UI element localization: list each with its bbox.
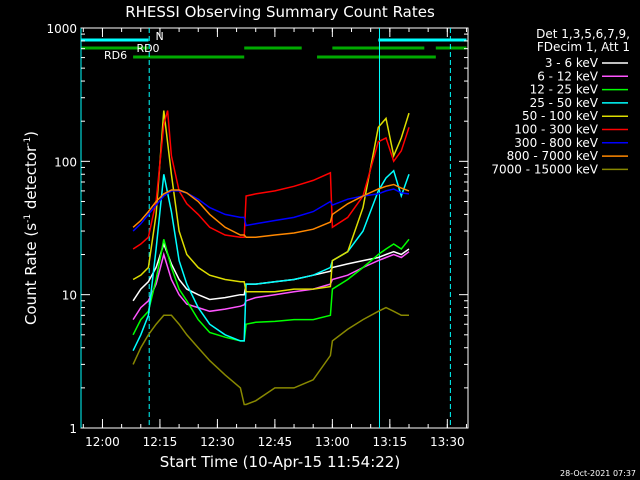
data-series: [132, 110, 410, 406]
legend-label-300-800-kev: 300 - 800 keV: [514, 136, 598, 150]
y-tick-label: 10: [62, 289, 77, 303]
y-axis-label-mid: detector: [22, 145, 40, 214]
legend-header-line-2: FDecim 1, Att 1: [537, 40, 630, 54]
y-tick-label: 1000: [46, 22, 77, 36]
x-tick-label: 12:45: [258, 435, 293, 449]
legend-label-50-100-kev: 50 - 100 keV: [522, 109, 599, 123]
legend-label-800-7000-kev: 800 - 7000 keV: [507, 149, 599, 163]
y-axis-label: Count Rate (s-1 detector-1): [22, 131, 40, 325]
legend: Det 1,3,5,6,7,9, FDecim 1, Att 1 3 - 6 k…: [491, 27, 630, 176]
y-axis-label-sup2: -1: [23, 137, 33, 146]
y-axis-label-end: ): [22, 131, 40, 137]
footer-timestamp: 28-Oct-2021 07:37: [560, 469, 636, 478]
y-axis-label-sup1: -1: [23, 214, 33, 223]
series-800-7000-kev: [132, 183, 410, 238]
series-300-800-kev: [132, 188, 410, 232]
series-12-25-kev: [132, 238, 410, 342]
plot-frame: [80, 27, 469, 429]
series-7000-15000-kev: [132, 306, 409, 406]
series-50-100-kev: [132, 110, 410, 293]
x-tick-label: 12:00: [85, 435, 120, 449]
x-tick-label: 13:15: [373, 435, 408, 449]
flag-label-rd0: RD0: [136, 42, 159, 55]
legend-label-100-300-kev: 100 - 300 keV: [514, 123, 598, 137]
x-axis: 12:00 12:15 12:30 12:45 13:00 13:15 13:30: [82, 28, 467, 449]
x-tick-label: 13:00: [315, 435, 350, 449]
y-axis: 1 10 100 1000: [46, 22, 468, 436]
legend-label-6-12-kev: 6 - 12 keV: [537, 69, 599, 83]
legend-header-line-1: Det 1,3,5,6,7,9,: [536, 27, 630, 41]
x-tick-label: 13:30: [430, 435, 465, 449]
time-markers: [80, 28, 451, 428]
instrument-flags: NRD0RD6: [81, 30, 467, 62]
y-tick-label: 1: [69, 422, 77, 436]
y-axis-label-main: Count Rate (s: [22, 223, 40, 325]
legend-label-25-50-kev: 25 - 50 keV: [530, 96, 599, 110]
y-tick-label: 100: [54, 155, 77, 169]
legend-label-12-25-kev: 12 - 25 keV: [530, 83, 599, 97]
x-tick-label: 12:30: [200, 435, 235, 449]
chart-title: RHESSI Observing Summary Count Rates: [125, 3, 435, 21]
x-tick-label: 12:15: [143, 435, 178, 449]
legend-label-7000-15000-kev: 7000 - 15000 keV: [491, 162, 598, 176]
x-axis-label: Start Time (10-Apr-15 11:54:22): [160, 453, 400, 471]
flag-label-rd6: RD6: [104, 49, 127, 62]
legend-label-3-6-kev: 3 - 6 keV: [545, 56, 599, 70]
series-25-50-kev: [132, 169, 410, 352]
series-100-300-kev: [132, 110, 410, 250]
series-6-12-kev: [132, 251, 410, 321]
